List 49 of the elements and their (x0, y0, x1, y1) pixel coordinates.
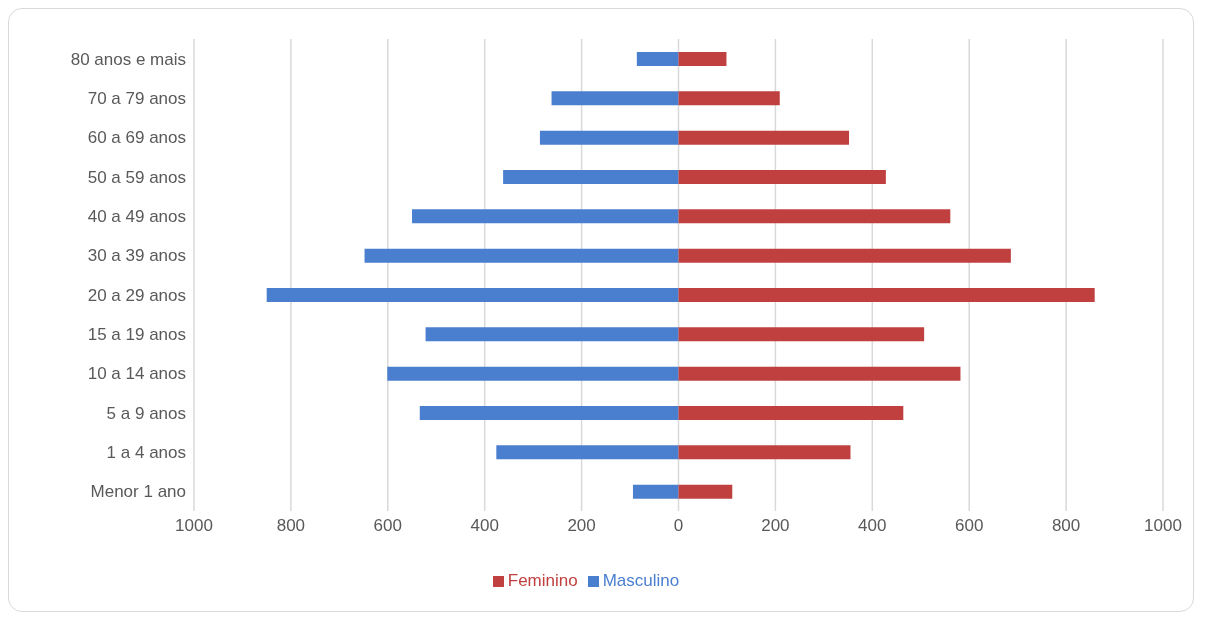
x-tick-label: 200 (567, 516, 596, 536)
x-tick-label: 600 (955, 516, 984, 536)
y-tick-label: 10 a 14 anos (87, 364, 186, 384)
x-tick-label: 400 (858, 516, 887, 536)
x-tick-label: 600 (373, 516, 402, 536)
y-tick-label: 50 a 59 anos (87, 167, 186, 187)
x-tick-label: 1000 (175, 516, 213, 536)
bar (678, 209, 951, 224)
bar (425, 327, 679, 342)
y-tick-label: 60 a 69 anos (87, 128, 186, 148)
bar (266, 288, 679, 302)
bar (678, 327, 925, 342)
x-tick-label: 200 (761, 516, 790, 536)
bar (412, 209, 679, 224)
bar (678, 406, 904, 420)
bar (551, 91, 679, 106)
y-tick-label: 40 a 49 anos (87, 207, 186, 227)
bar (678, 366, 961, 381)
bar (496, 445, 679, 460)
y-tick-label: Menor 1 ano (90, 482, 186, 502)
x-tick-label: 800 (276, 516, 306, 536)
bar (539, 130, 679, 145)
bar (678, 91, 780, 106)
bar (678, 170, 886, 184)
bar (678, 130, 850, 145)
bar (364, 248, 679, 263)
bar (678, 52, 727, 66)
bar (503, 170, 679, 184)
bar (678, 445, 851, 460)
bar (678, 288, 1095, 302)
x-tick-label: 800 (1051, 516, 1081, 536)
bar (419, 406, 679, 420)
y-tick-label: 15 a 19 anos (87, 325, 186, 345)
bar (636, 52, 679, 66)
bar (387, 366, 679, 381)
bar (632, 484, 679, 499)
y-tick-label: 70 a 79 anos (87, 89, 186, 109)
legend-label: Feminino (507, 571, 578, 590)
x-tick-label: 1000 (1144, 516, 1182, 536)
x-tick-label: 0 (673, 516, 684, 536)
y-tick-label: 5 a 9 anos (106, 403, 186, 423)
legend-label: Masculino (602, 571, 680, 590)
y-tick-label: 30 a 39 anos (87, 246, 186, 266)
x-tick-label: 400 (470, 516, 499, 536)
y-tick-label: 80 anos e mais (70, 49, 186, 69)
bar (678, 248, 1011, 263)
bar (678, 484, 733, 499)
y-tick-label: 1 a 4 anos (106, 443, 186, 463)
y-tick-label: 20 a 29 anos (87, 285, 186, 305)
